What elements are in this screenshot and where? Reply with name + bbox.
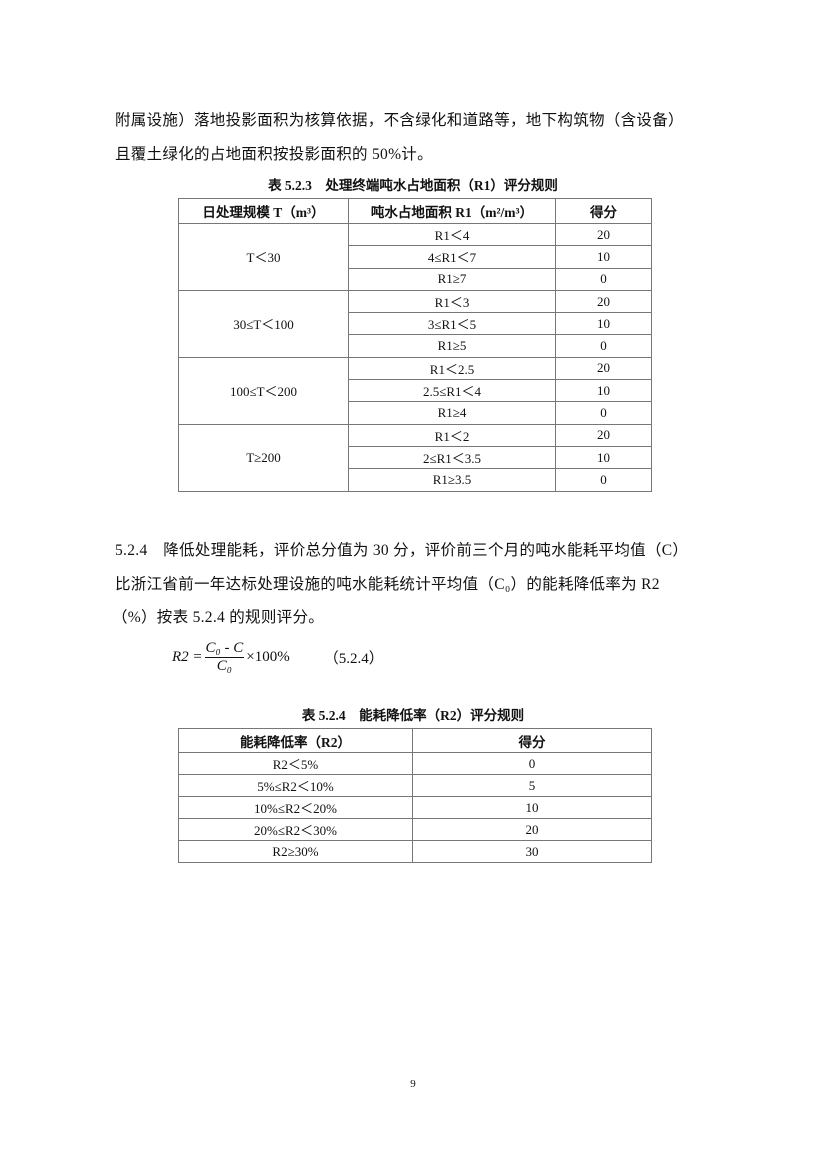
r2-range-cell: 20%≤R2＜30%	[178, 818, 413, 841]
score-cell: 0	[555, 334, 652, 358]
r2-scoring-table: 能耗降低率（R2） 得分 R2＜5% 0 5%≤R2＜10% 5 10%≤R2＜20% 1…	[178, 728, 652, 863]
scale-cell: 100≤T＜200	[178, 356, 349, 425]
r1-scoring-table: 日处理规模 T（m³） 吨水占地面积 R1（m²/m³） 得分 T＜30 R1＜4…	[178, 198, 652, 492]
score-cell: 5	[412, 774, 652, 797]
score-cell: 20	[555, 423, 652, 447]
table-row: 20%≤R2＜30% 20	[178, 818, 652, 841]
r1-range-cell: R1≥3.5	[348, 468, 556, 492]
score-cell: 20	[412, 818, 652, 841]
formula-denominator: C₀	[216, 658, 233, 674]
score-cell: 30	[412, 840, 652, 863]
r1-range-cell: 3≤R1＜5	[348, 312, 556, 336]
r1-range-cell: R1≥5	[348, 334, 556, 358]
formula-lhs: R2 =	[172, 649, 203, 665]
r1-range-cell: 2.5≤R1＜4	[348, 379, 556, 403]
column-header: 得分	[555, 198, 652, 224]
page-number: 9	[410, 1078, 416, 1090]
score-cell: 0	[555, 468, 652, 492]
column-header: 吨水占地面积 R1（m²/m³）	[348, 198, 556, 224]
table-row: R1≥5 0	[179, 334, 652, 358]
r2-range-cell: R2≥30%	[178, 840, 413, 863]
paragraph-line: 且覆土绿化的占地面积按投影面积的 50%计。	[115, 146, 433, 163]
table-row: 100≤T＜200 R1＜2.5 20	[178, 356, 652, 425]
r1-range-cell: R1＜3	[348, 289, 556, 314]
score-cell: 10	[412, 796, 652, 819]
scale-cell: T≥200	[178, 423, 349, 492]
score-cell: 10	[555, 245, 652, 269]
score-cell: 0	[555, 401, 652, 425]
paragraph-line: 附属设施）落地投影面积为核算依据，不含绿化和道路等，地下构筑物（含设备）	[115, 112, 684, 129]
r1-range-cell: 2≤R1＜3.5	[348, 445, 556, 470]
formula-numerator: C₀ - C	[204, 640, 245, 658]
table-caption: 表 5.2.4 能耗降低率（R2）评分规则	[301, 708, 525, 723]
score-cell: 0	[555, 267, 652, 291]
formula-fraction: C₀ - C C₀	[204, 640, 245, 675]
table-row: T＜30 R1＜4 20	[178, 222, 652, 291]
r1-range-cell: R1＜2.5	[348, 356, 556, 381]
table-row: 2≤R1＜3.5 10	[179, 445, 652, 470]
score-cell: 10	[555, 312, 652, 336]
r2-range-cell: 5%≤R2＜10%	[178, 774, 413, 797]
r1-range-cell: R1≥7	[348, 267, 556, 291]
scale-cell: T＜30	[178, 223, 349, 291]
r1-range-cell: 4≤R1＜7	[348, 245, 556, 269]
column-header: 得分	[412, 728, 652, 753]
table-row: T≥200 R1＜2 20	[178, 423, 652, 492]
table-row: 10%≤R2＜20% 10	[178, 796, 652, 819]
r2-range-cell: 10%≤R2＜20%	[178, 796, 413, 819]
column-header: 日处理规模 T（m³）	[178, 198, 349, 224]
paragraph-line: 5.2.4 降低处理能耗，评价总分值为 30 分，评价前三个月的吨水能耗平均值（…	[115, 542, 689, 559]
score-cell: 10	[555, 379, 652, 403]
table-row: 2.5≤R1＜4 10	[179, 379, 652, 403]
paragraph-line: （%）按表 5.2.4 的规则评分。	[112, 609, 325, 626]
r1-range-cell: R1＜2	[348, 423, 556, 447]
r1-range-cell: R1＜4	[348, 222, 556, 247]
table-row: 5%≤R2＜10% 5	[178, 774, 652, 797]
formula-5-2-4: R2 = C₀ - C C₀ ×100% （5.2.4）	[172, 640, 384, 675]
scale-cell: 30≤T＜100	[178, 289, 349, 358]
score-cell: 20	[555, 222, 652, 247]
score-cell: 20	[555, 356, 652, 381]
score-cell: 0	[412, 752, 652, 775]
r1-range-cell: R1≥4	[348, 401, 556, 425]
formula-number: （5.2.4）	[323, 651, 384, 667]
table-row: R2＜5% 0	[178, 752, 652, 775]
formula-rhs: ×100%	[246, 649, 290, 665]
column-header: 能耗降低率（R2）	[178, 728, 413, 753]
table-row: R1≥3.5 0	[179, 468, 652, 492]
r2-range-cell: R2＜5%	[178, 752, 413, 775]
score-cell: 20	[555, 289, 652, 314]
paragraph-line: 比浙江省前一年达标处理设施的吨水能耗统计平均值（C₀）的能耗降低率为 R2	[115, 576, 660, 593]
table-row: R2≥30% 30	[178, 840, 652, 863]
score-cell: 10	[555, 445, 652, 470]
table-row: 30≤T＜100 R1＜3 20	[178, 289, 652, 358]
table-caption: 表 5.2.3 处理终端吨水占地面积（R1）评分规则	[268, 178, 558, 193]
